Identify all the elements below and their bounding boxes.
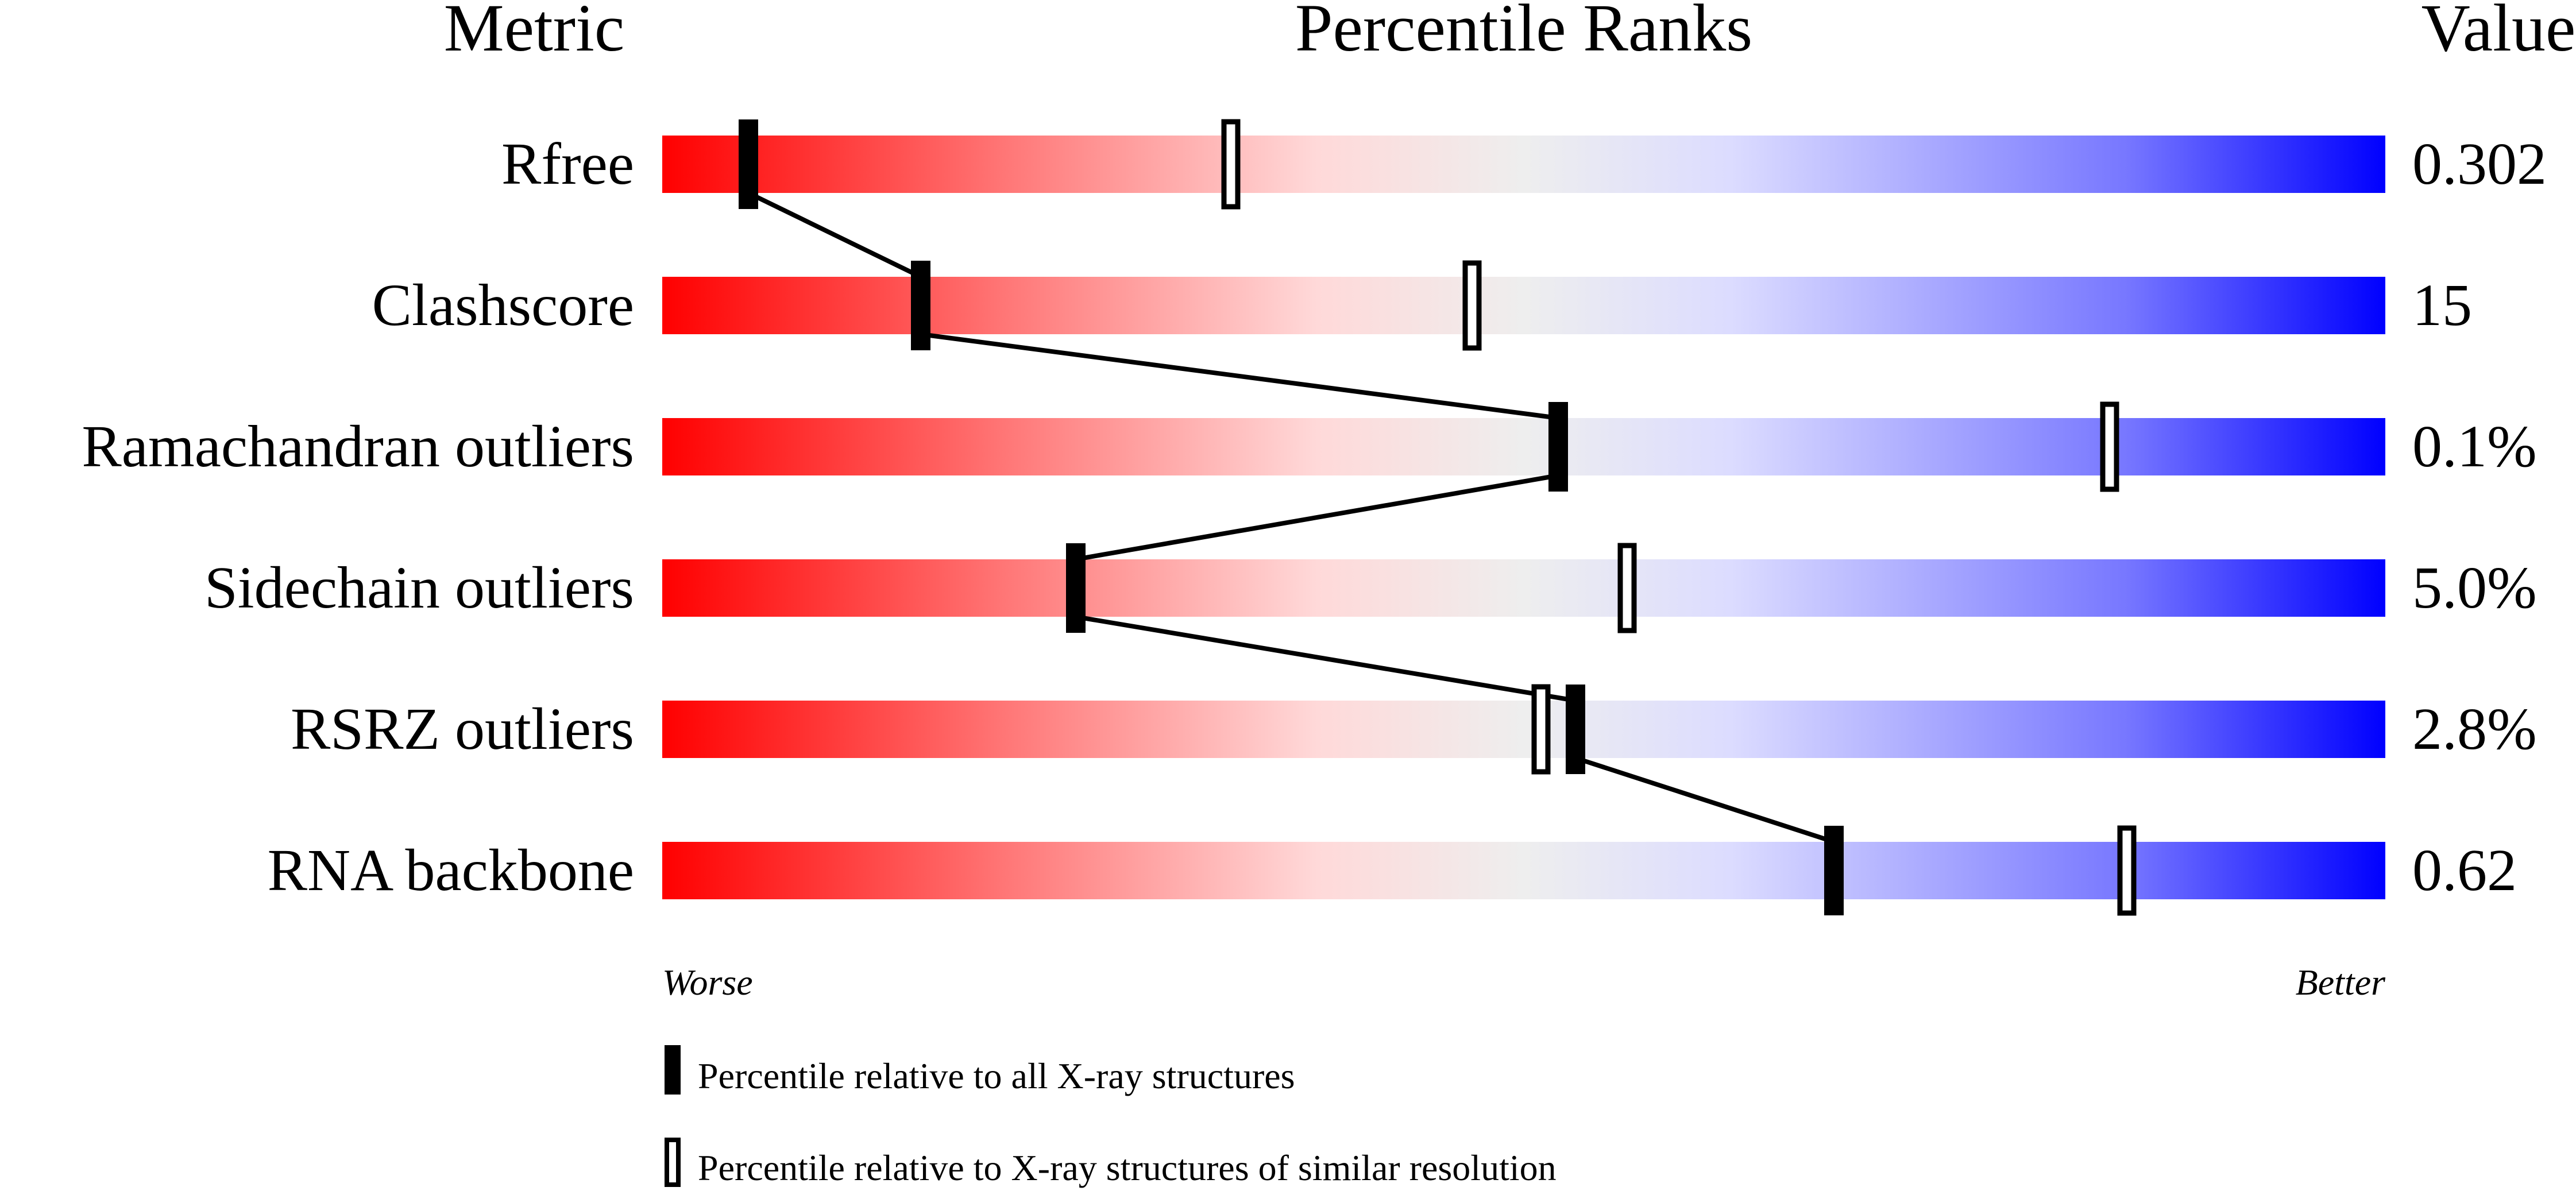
- metric-label: Rfree: [501, 131, 634, 197]
- header-metric: Metric: [444, 0, 625, 65]
- all-structures-marker: [1066, 543, 1086, 633]
- all-structures-marker: [1548, 402, 1568, 492]
- axis-label-better: Better: [2296, 962, 2386, 1003]
- legend-label-similar: Percentile relative to X-ray structures …: [698, 1147, 1557, 1188]
- percentile-bar: [662, 277, 2385, 334]
- metric-value: 2.8%: [2412, 696, 2537, 762]
- percentile-bar: [662, 418, 2385, 475]
- percentile-bar: [662, 842, 2385, 899]
- metric-label: Ramachandran outliers: [82, 413, 634, 480]
- legend-filled-marker-icon: [665, 1045, 681, 1095]
- metric-label: Sidechain outliers: [204, 555, 634, 621]
- similar-resolution-marker: [2117, 825, 2137, 916]
- similar-resolution-marker: [1531, 684, 1551, 775]
- similar-resolution-marker: [2100, 401, 2119, 492]
- metric-value: 0.1%: [2412, 413, 2537, 480]
- metric-label: RNA backbone: [268, 837, 634, 903]
- percentile-bar: [662, 701, 2385, 758]
- connector-line: [1574, 756, 1835, 844]
- header-value: Value: [2421, 0, 2576, 65]
- connector-line: [1075, 614, 1576, 703]
- percentile-bar: [662, 136, 2385, 193]
- connector-line: [920, 332, 1559, 420]
- rows: Rfree 0.302 Clashscore 15 Ramachandran outli…: [82, 119, 2547, 916]
- all-structures-marker: [739, 119, 758, 209]
- metric-value: 15: [2412, 272, 2472, 338]
- all-structures-marker: [1566, 685, 1585, 774]
- metric-value: 0.302: [2412, 131, 2547, 197]
- connector-line: [747, 191, 922, 279]
- axis-label-worse: Worse: [662, 962, 753, 1003]
- similar-resolution-marker: [1221, 119, 1241, 210]
- all-structures-marker: [1824, 826, 1844, 915]
- metric-value: 0.62: [2412, 837, 2517, 903]
- similar-resolution-marker: [1462, 260, 1482, 351]
- header-percentile-ranks: Percentile Ranks: [1295, 0, 1752, 65]
- legend-open-marker-icon: [665, 1138, 681, 1187]
- metric-label: Clashscore: [372, 272, 634, 338]
- all-structures-marker: [911, 261, 930, 350]
- metric-value: 5.0%: [2412, 555, 2537, 621]
- similar-resolution-marker: [1617, 543, 1637, 633]
- legend-label-all: Percentile relative to all X-ray structu…: [698, 1055, 1295, 1096]
- metric-label: RSRZ outliers: [291, 696, 634, 762]
- connector-line: [1075, 473, 1559, 562]
- percentile-bar: [662, 559, 2385, 617]
